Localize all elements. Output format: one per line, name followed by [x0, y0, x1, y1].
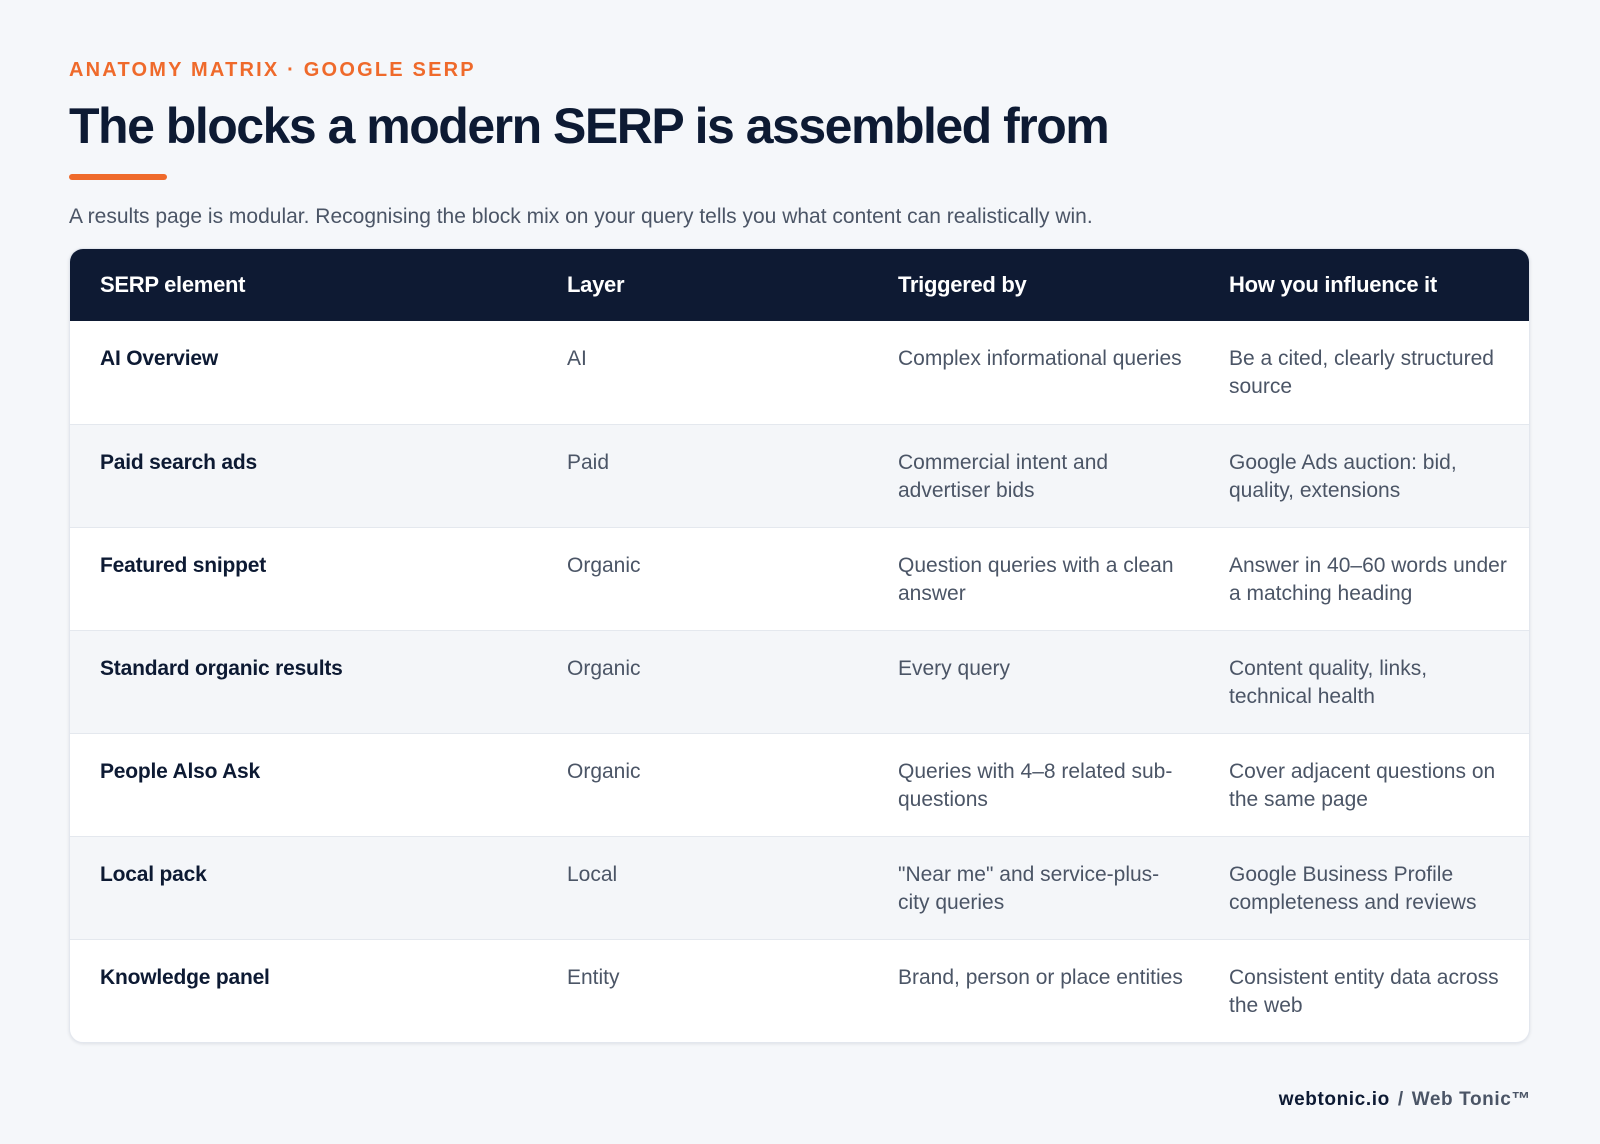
accent-underline: [69, 174, 167, 180]
page-title: The blocks a modern SERP is assembled fr…: [69, 98, 1110, 154]
footer-separator: /: [1397, 1089, 1404, 1110]
cell-triggered-by: Every query: [898, 656, 1011, 680]
cell-influence: Google Business Profile completeness and…: [1229, 862, 1477, 914]
cell-serp-element: Knowledge panel: [100, 965, 270, 989]
table-row: AI Overview AI Complex informational que…: [70, 321, 1529, 424]
footer-domain: webtonic.io: [1278, 1089, 1390, 1110]
column-header-serp-element: SERP element: [100, 272, 246, 297]
cell-layer: Organic: [567, 759, 641, 783]
column-header-layer: Layer: [567, 272, 625, 297]
table-header: SERP element Layer Triggered by How you …: [70, 249, 1529, 321]
table-row: Knowledge panel Entity Brand, person or …: [70, 939, 1529, 1042]
cell-influence: Be a cited, clearly structured source: [1229, 347, 1494, 398]
cell-layer: Entity: [567, 965, 620, 989]
cell-influence: Google Ads auction: bid, quality, extens…: [1229, 450, 1457, 502]
table-header-row: SERP element Layer Triggered by How you …: [70, 249, 1529, 321]
cell-serp-element: People Also Ask: [100, 759, 260, 783]
table-body: AI Overview AI Complex informational que…: [70, 321, 1529, 1042]
cell-serp-element: Paid search ads: [100, 450, 257, 474]
table-row: Featured snippet Organic Question querie…: [70, 527, 1529, 630]
cell-triggered-by: Complex informational queries: [898, 347, 1182, 370]
table-row: Local pack Local "Near me" and service-p…: [70, 836, 1529, 939]
cell-serp-element: AI Overview: [100, 347, 219, 370]
column-header-influence: How you influence it: [1229, 272, 1437, 297]
cell-triggered-by: "Near me" and service-plus-city queries: [898, 862, 1160, 914]
cell-influence: Answer in 40–60 words under a matching h…: [1229, 553, 1507, 605]
cell-influence: Cover adjacent questions on the same pag…: [1229, 759, 1496, 811]
cell-layer: Local: [567, 862, 618, 886]
serp-anatomy-table-card: SERP element Layer Triggered by How you …: [69, 248, 1530, 1043]
cell-serp-element: Featured snippet: [100, 553, 266, 577]
footer-brand: Web Tonic™: [1411, 1089, 1531, 1110]
serp-anatomy-table: SERP element Layer Triggered by How you …: [70, 249, 1529, 1042]
cell-influence: Consistent entity data across the web: [1229, 965, 1499, 1017]
cell-layer: Organic: [567, 656, 641, 680]
cell-layer: AI: [567, 347, 587, 370]
cell-influence: Content quality, links, technical health: [1229, 656, 1428, 708]
eyebrow-label: ANATOMY MATRIX · GOOGLE SERP: [69, 59, 476, 81]
cell-triggered-by: Commercial intent and advertiser bids: [898, 450, 1109, 502]
footer-credit: webtonic.io / Web Tonic™: [1279, 1088, 1531, 1112]
column-header-triggered-by: Triggered by: [898, 272, 1027, 297]
cell-triggered-by: Question queries with a clean answer: [898, 553, 1174, 605]
cell-serp-element: Standard organic results: [100, 656, 343, 680]
table-row: People Also Ask Organic Queries with 4–8…: [70, 733, 1529, 836]
cell-triggered-by: Queries with 4–8 related sub-questions: [898, 759, 1173, 811]
table-row: Standard organic results Organic Every q…: [70, 630, 1529, 733]
page-header: ANATOMY MATRIX · GOOGLE SERP The blocks …: [69, 56, 1530, 232]
cell-layer: Organic: [567, 553, 641, 577]
cell-triggered-by: Brand, person or place entities: [898, 965, 1183, 989]
cell-serp-element: Local pack: [100, 862, 207, 886]
cell-layer: Paid: [567, 450, 610, 474]
page-subtitle: A results page is modular. Recognising t…: [69, 205, 1093, 228]
table-row: Paid search ads Paid Commercial intent a…: [70, 424, 1529, 527]
